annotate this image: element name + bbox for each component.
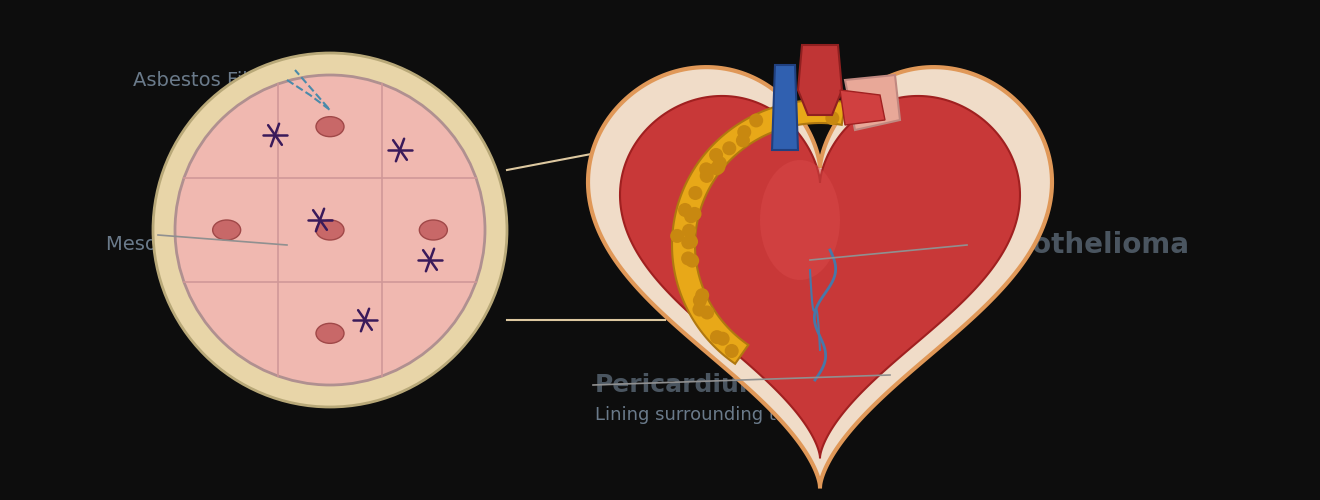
Circle shape: [684, 209, 698, 223]
Circle shape: [689, 186, 702, 200]
Circle shape: [700, 162, 713, 176]
Circle shape: [693, 294, 708, 308]
Polygon shape: [587, 67, 1052, 486]
Text: Mesothelioma: Mesothelioma: [970, 231, 1191, 259]
Text: Lining surrounding the heart: Lining surrounding the heart: [595, 406, 853, 424]
Circle shape: [688, 207, 701, 221]
Circle shape: [710, 162, 723, 175]
Circle shape: [772, 117, 787, 131]
Circle shape: [709, 148, 723, 162]
Circle shape: [750, 114, 763, 128]
Circle shape: [713, 156, 727, 170]
Polygon shape: [840, 90, 884, 125]
Polygon shape: [672, 100, 846, 364]
Circle shape: [681, 252, 696, 266]
Circle shape: [812, 100, 825, 114]
Circle shape: [710, 330, 723, 344]
Circle shape: [685, 254, 700, 268]
Polygon shape: [799, 45, 842, 115]
Circle shape: [684, 234, 698, 248]
Circle shape: [737, 134, 750, 147]
Circle shape: [153, 53, 507, 407]
Text: Asbestos Fibers: Asbestos Fibers: [133, 70, 285, 90]
Circle shape: [725, 344, 739, 358]
Circle shape: [681, 236, 696, 250]
Circle shape: [682, 224, 696, 238]
Circle shape: [700, 306, 714, 320]
Circle shape: [825, 111, 840, 125]
Circle shape: [738, 125, 751, 139]
Circle shape: [722, 142, 737, 156]
Ellipse shape: [760, 160, 840, 280]
Circle shape: [678, 203, 692, 217]
Ellipse shape: [315, 220, 345, 240]
Polygon shape: [620, 96, 1020, 458]
Ellipse shape: [315, 116, 345, 136]
Ellipse shape: [213, 220, 240, 240]
Circle shape: [696, 288, 709, 302]
Polygon shape: [772, 65, 799, 150]
Circle shape: [715, 332, 730, 345]
Polygon shape: [845, 75, 900, 130]
Circle shape: [693, 302, 706, 316]
Circle shape: [176, 75, 484, 385]
Ellipse shape: [420, 220, 447, 240]
Text: Mesothelioma Cell: Mesothelioma Cell: [106, 236, 285, 255]
Circle shape: [700, 169, 714, 183]
Circle shape: [711, 160, 726, 174]
Ellipse shape: [315, 324, 345, 344]
Text: Pericardium: Pericardium: [595, 373, 766, 397]
Circle shape: [671, 229, 684, 243]
